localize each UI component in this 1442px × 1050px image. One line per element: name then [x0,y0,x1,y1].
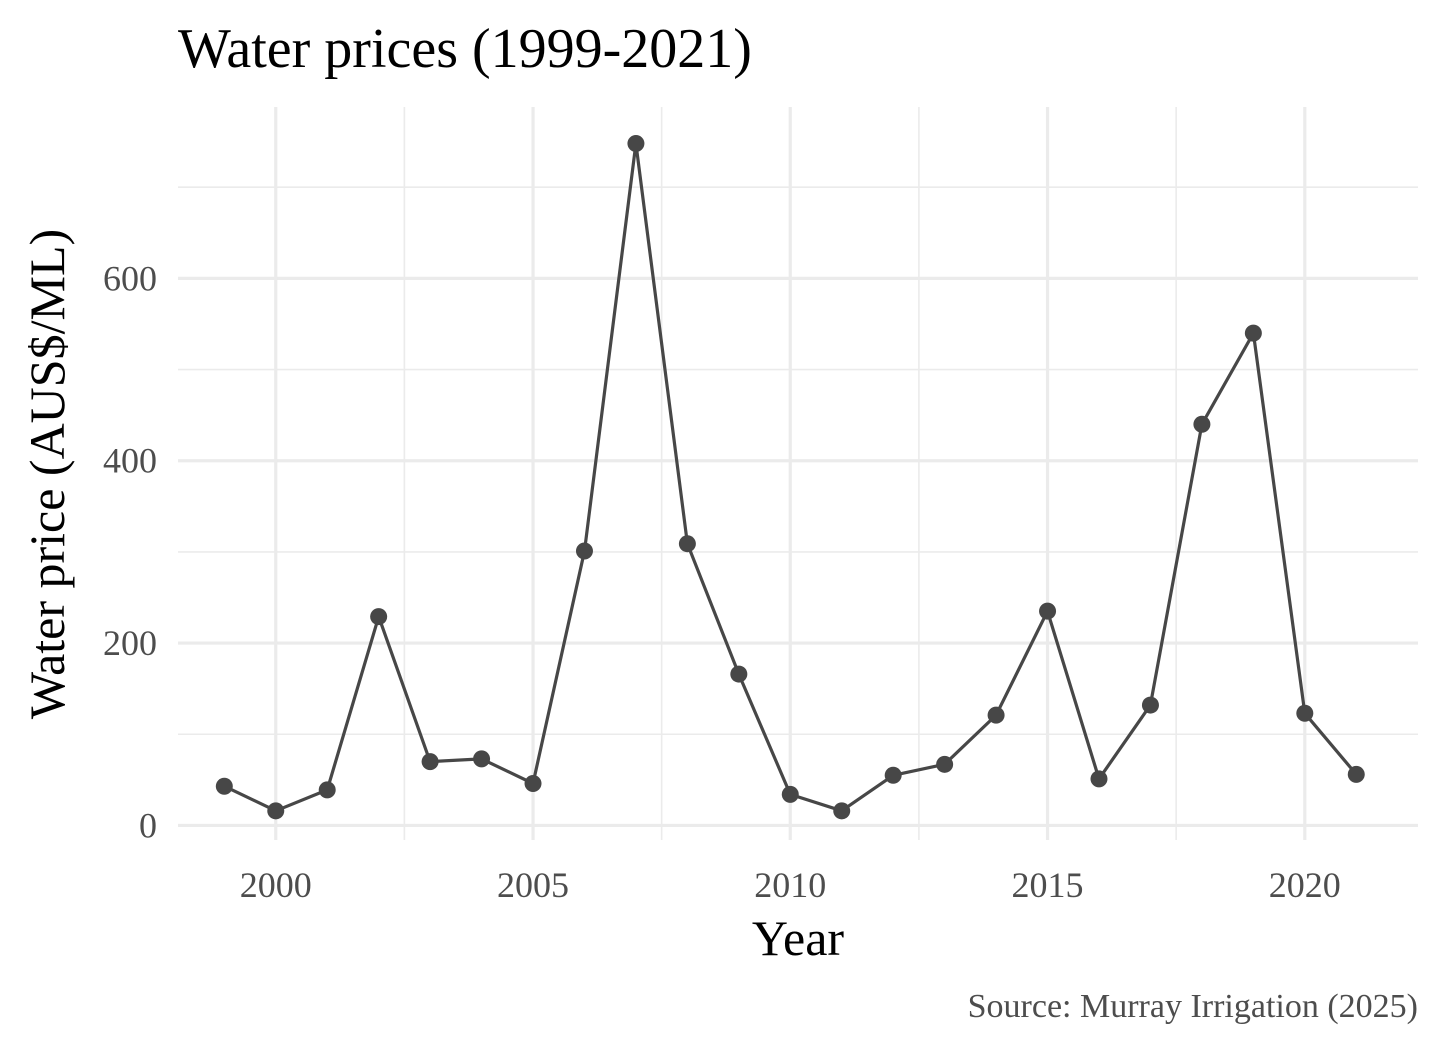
data-point [370,608,388,626]
data-point [215,777,233,795]
data-point [678,535,696,553]
data-point [1039,602,1057,620]
data-point [318,781,336,799]
y-axis-title: Water price (AUS$/ML) [19,229,75,719]
y-tick-label: 400 [103,441,157,481]
data-point [936,755,954,773]
y-axis-ticks: 0 200 400 600 [103,258,157,845]
x-axis-ticks: 2000 2005 2010 2015 2020 [240,865,1341,905]
data-point [833,802,851,820]
y-tick-label: 0 [139,805,157,845]
x-tick-label: 2000 [240,865,312,905]
data-point [1347,765,1365,783]
data-point [1296,704,1314,722]
data-point [884,766,902,784]
y-tick-label: 200 [103,623,157,663]
y-tick-label: 600 [103,258,157,298]
data-point [473,750,491,768]
grid [178,107,1418,840]
data-point [524,774,542,792]
x-tick-label: 2015 [1012,865,1084,905]
data-point [1244,324,1262,342]
data-point [987,706,1005,724]
x-tick-label: 2005 [497,865,569,905]
chart-caption: Source: Murray Irrigation (2025) [968,988,1418,1025]
data-point [627,134,645,152]
data-point [267,802,285,820]
data-point [781,785,799,803]
data-point [421,753,439,771]
data-point [730,665,748,683]
data-point [1193,415,1211,433]
x-tick-label: 2020 [1269,865,1341,905]
series-price [215,134,1365,820]
data-point [1141,696,1159,714]
x-axis-title: Year [752,910,844,966]
data-point [575,542,593,560]
data-point [1090,770,1108,788]
chart-title: Water prices (1999-2021) [178,18,752,80]
x-tick-label: 2010 [754,865,826,905]
